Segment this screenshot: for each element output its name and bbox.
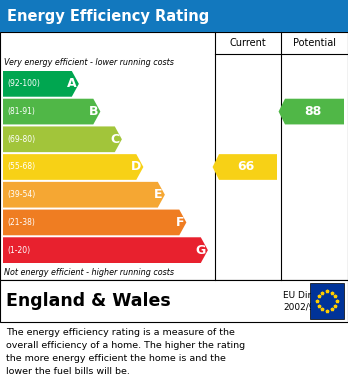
- Bar: [0, 32, 348, 280]
- Text: (69-80): (69-80): [7, 135, 35, 144]
- Polygon shape: [3, 210, 187, 235]
- Text: (55-68): (55-68): [7, 163, 35, 172]
- Text: Potential: Potential: [293, 38, 336, 48]
- Text: E: E: [155, 188, 163, 201]
- Text: D: D: [131, 160, 141, 174]
- Text: G: G: [196, 244, 206, 256]
- Text: (81-91): (81-91): [7, 107, 35, 116]
- Text: The energy efficiency rating is a measure of the
overall efficiency of a home. T: The energy efficiency rating is a measur…: [6, 328, 245, 375]
- Text: Energy Efficiency Rating: Energy Efficiency Rating: [7, 9, 209, 23]
- Polygon shape: [213, 154, 277, 180]
- Text: Very energy efficient - lower running costs: Very energy efficient - lower running co…: [4, 58, 174, 67]
- Text: England & Wales: England & Wales: [6, 292, 171, 310]
- Text: Not energy efficient - higher running costs: Not energy efficient - higher running co…: [4, 268, 174, 277]
- Polygon shape: [3, 71, 79, 97]
- Text: C: C: [111, 133, 120, 146]
- Polygon shape: [3, 126, 122, 152]
- Bar: [0, 0, 348, 32]
- Polygon shape: [3, 154, 143, 180]
- Text: Current: Current: [230, 38, 266, 48]
- Text: B: B: [89, 105, 98, 118]
- Text: (92-100): (92-100): [7, 79, 40, 88]
- Bar: [0, 280, 348, 322]
- Polygon shape: [3, 237, 208, 263]
- Bar: [310, 283, 344, 319]
- Polygon shape: [3, 182, 165, 208]
- Text: (21-38): (21-38): [7, 218, 35, 227]
- Text: (39-54): (39-54): [7, 190, 35, 199]
- Text: A: A: [67, 77, 77, 90]
- Polygon shape: [3, 99, 100, 124]
- Text: 66: 66: [237, 160, 255, 174]
- Text: 88: 88: [304, 105, 321, 118]
- Polygon shape: [278, 99, 344, 124]
- Text: F: F: [176, 216, 184, 229]
- Text: (1-20): (1-20): [7, 246, 30, 255]
- Text: EU Directive
2002/91/EC: EU Directive 2002/91/EC: [283, 291, 339, 311]
